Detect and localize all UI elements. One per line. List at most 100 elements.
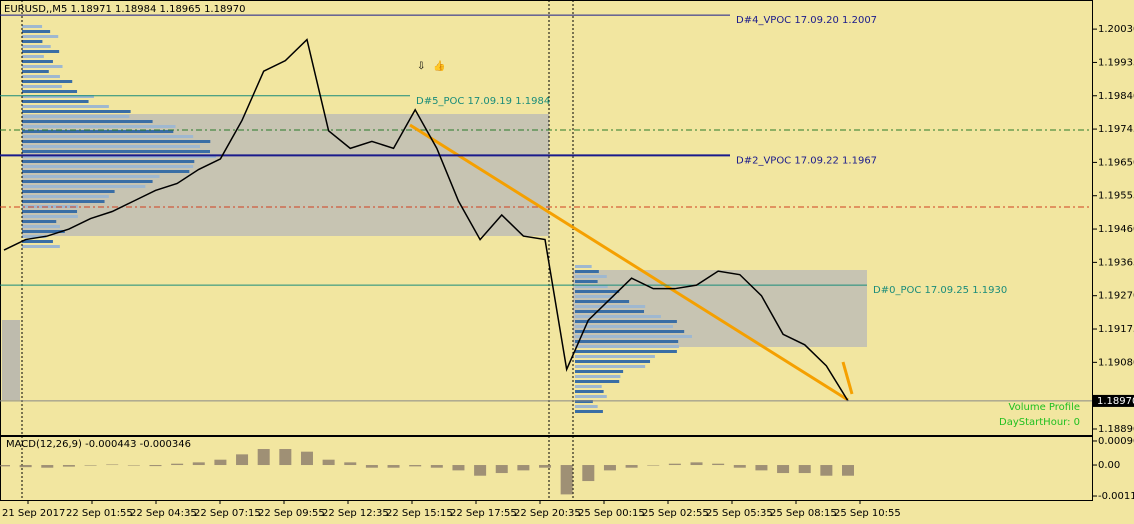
profile-bar xyxy=(22,90,78,93)
macd-bar xyxy=(452,465,465,471)
profile-bar xyxy=(22,30,51,33)
x-tick-label: 22 Sep 17:55 xyxy=(450,508,517,519)
x-tick-label: 22 Sep 15:15 xyxy=(386,508,453,519)
macd-bar xyxy=(192,462,205,466)
profile-bar xyxy=(575,265,592,268)
profile-bar xyxy=(22,135,194,138)
y-tick-label: 1.19555 xyxy=(1098,191,1134,202)
macd-bar xyxy=(625,465,638,468)
macd-bar xyxy=(842,465,854,476)
macd-bar xyxy=(582,465,595,482)
profile-bar xyxy=(22,185,146,188)
profile-bar xyxy=(22,210,78,213)
macd-bar xyxy=(41,465,54,468)
profile-bar xyxy=(575,305,646,308)
trend-line xyxy=(841,361,854,395)
profile-bar xyxy=(575,290,620,293)
profile-bar xyxy=(22,25,43,28)
profile-bar xyxy=(575,345,679,348)
profile-bar xyxy=(22,105,109,108)
macd-bar xyxy=(755,465,768,471)
macd-bar xyxy=(430,465,443,468)
profile-bar xyxy=(575,380,620,383)
y-tick-label: 1.19460 xyxy=(1098,224,1134,235)
profile-bar xyxy=(22,95,94,98)
profile-bar xyxy=(22,100,89,103)
macd-bar xyxy=(777,465,790,474)
macd-bar xyxy=(236,454,249,466)
profile-bar xyxy=(575,360,651,363)
level-label: D#0_POC 17.09.25 1.1930 xyxy=(873,285,1007,296)
profile-bar xyxy=(22,225,60,228)
level-label: D#2_VPOC 17.09.22 1.1967 xyxy=(736,155,877,166)
profile-bar xyxy=(22,75,60,78)
macd-bar xyxy=(127,465,140,466)
profile-bar xyxy=(22,195,109,198)
macd-bar xyxy=(62,465,75,467)
macd-bar xyxy=(539,465,552,468)
x-tick-label: 25 Sep 05:35 xyxy=(706,508,773,519)
indicator-label: DayStartHour: 0 xyxy=(999,417,1080,428)
x-tick-label: 25 Sep 00:15 xyxy=(578,508,645,519)
x-tick-label: 21 Sep 2017 xyxy=(2,508,65,519)
price-line xyxy=(3,38,849,402)
thumb-icon: 👍 xyxy=(433,59,445,72)
profile-bar xyxy=(22,80,73,83)
macd-bar xyxy=(387,465,400,468)
macd-bar xyxy=(820,465,833,476)
x-tick-label: 22 Sep 07:15 xyxy=(194,508,261,519)
y-tick-label: 1.19365 xyxy=(1098,257,1134,268)
profile-bar xyxy=(575,300,630,303)
profile-bar xyxy=(22,190,115,193)
y-tick-label: 0.00 xyxy=(1098,460,1120,471)
y-tick-label: 1.19650 xyxy=(1098,157,1134,168)
profile-bar xyxy=(22,175,160,178)
x-tick-label: 22 Sep 12:35 xyxy=(322,508,389,519)
profile-bar xyxy=(575,270,599,273)
profile-bar xyxy=(22,165,194,168)
macd-bar xyxy=(171,463,184,466)
macd-bar xyxy=(365,465,378,468)
profile-bar xyxy=(575,405,598,408)
macd-bar xyxy=(647,465,660,466)
profile-bar xyxy=(22,130,174,133)
profile-bar xyxy=(22,140,211,143)
profile-bar xyxy=(575,370,624,373)
macd-bar xyxy=(517,465,530,471)
macd-panel xyxy=(0,436,1093,501)
macd-bar xyxy=(84,465,97,466)
macd-bar xyxy=(668,463,681,466)
y-tick-label: 1.19935 xyxy=(1098,57,1134,68)
profile-bar xyxy=(22,230,65,233)
y-tick-label: 1.20030 xyxy=(1098,24,1134,35)
profile-bar xyxy=(22,205,78,208)
x-tick-label: 22 Sep 01:55 xyxy=(66,508,133,519)
profile-bar xyxy=(575,410,603,413)
profile-bar xyxy=(22,145,201,148)
macd-bar xyxy=(560,465,573,495)
macd-bar xyxy=(798,465,811,474)
profile-bar xyxy=(22,220,57,223)
macd-title: MACD(12,26,9) -0.000443 -0.000346 xyxy=(6,439,191,450)
profile-bar xyxy=(575,390,604,393)
profile-bar xyxy=(22,65,63,68)
profile-bar xyxy=(575,320,677,323)
level-label: D#5_POC 17.09.19 1.1984 xyxy=(416,96,550,107)
y-tick-label: 1.18890 xyxy=(1098,424,1134,435)
profile-bar xyxy=(22,85,62,88)
profile-bar xyxy=(22,125,176,128)
profile-bar xyxy=(22,40,43,43)
profile-bar xyxy=(22,35,59,38)
macd-bar xyxy=(474,465,487,476)
profile-bar xyxy=(22,180,153,183)
macd-bar xyxy=(409,465,422,467)
profile-bar xyxy=(575,375,621,378)
profile-bar xyxy=(575,385,602,388)
profile-bar xyxy=(22,245,60,248)
profile-bar xyxy=(22,70,49,73)
price-panel xyxy=(0,0,1093,436)
y-tick-label: 0.000901 xyxy=(1098,436,1134,447)
profile-bar xyxy=(575,350,677,353)
macd-bar xyxy=(149,465,162,467)
profile-bar xyxy=(575,395,607,398)
